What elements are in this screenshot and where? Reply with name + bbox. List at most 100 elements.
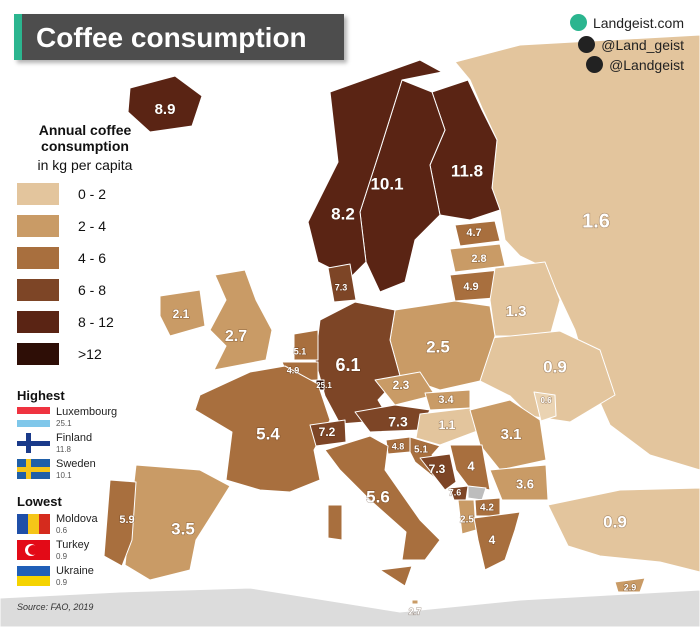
united-kingdom	[209, 269, 273, 371]
malta	[411, 599, 419, 605]
country-value: 2.7	[225, 328, 247, 345]
country-value: 7.3	[335, 282, 348, 292]
ukraine	[479, 330, 616, 423]
lowest-title: Lowest	[17, 494, 62, 509]
kosovo	[467, 485, 487, 501]
flag	[17, 514, 50, 534]
legend-label: 6 - 8	[78, 282, 107, 298]
country-value: 0.9	[56, 552, 68, 561]
country-value: 25.1	[56, 419, 72, 428]
country-labels: 8.9 8.2 10.1 11.8 1.6 4.7 2.8 4.9 1.3 7.3 2.1 2.7 5.…	[119, 100, 637, 617]
turkey	[547, 487, 700, 573]
greece	[473, 511, 521, 571]
north-africa	[0, 587, 700, 627]
country-value: 7.2	[319, 425, 336, 439]
country-value: 8.2	[331, 204, 355, 223]
country-value: 4.7	[466, 227, 481, 239]
country-value: 6.1	[335, 355, 360, 375]
country-value: 5.4	[256, 424, 280, 443]
bosnia	[419, 453, 457, 491]
legend-label: >12	[78, 346, 102, 362]
flag	[17, 459, 50, 479]
legend-swatch	[17, 247, 59, 269]
country-value: 5.6	[366, 487, 390, 506]
netherlands	[293, 329, 319, 361]
legend-swatch	[17, 183, 59, 205]
country-value: 8.9	[155, 101, 176, 118]
estonia	[454, 220, 501, 247]
legend-label: 0 - 2	[78, 186, 107, 202]
country-value: 5.9	[119, 514, 134, 526]
country-value: 4	[467, 458, 475, 473]
latvia	[449, 243, 506, 273]
countries	[0, 34, 700, 627]
country-value: 3.4	[438, 394, 454, 406]
flag	[17, 566, 50, 586]
country-value: 3.1	[501, 426, 522, 443]
highest-title: Highest	[17, 388, 65, 403]
switzerland	[309, 419, 347, 447]
country-value: 3.6	[516, 476, 534, 491]
country-value: 2.7	[409, 606, 422, 616]
country-value: 7.3	[388, 414, 408, 430]
country-value: 4.9	[463, 281, 478, 293]
iceland	[127, 75, 203, 133]
country-value: 7.6	[449, 487, 462, 497]
country-value: 4.2	[480, 503, 494, 514]
country-value: 2.1	[173, 307, 190, 321]
italy	[324, 435, 441, 561]
website-text: Landgeist.com	[592, 14, 684, 31]
country-name: Ukraine	[56, 565, 94, 577]
country-value: 2.5	[426, 337, 450, 356]
norway	[307, 59, 443, 279]
country-name: Luxembourg	[56, 406, 118, 418]
country-value: 2.8	[471, 253, 486, 265]
sicily	[379, 565, 413, 587]
france	[194, 365, 331, 493]
instagram-text: @Land_geist	[601, 36, 684, 53]
denmark	[327, 263, 357, 303]
legend-label: 4 - 6	[78, 250, 107, 266]
country-value: 1.6	[582, 210, 610, 232]
instagram: @Land_geist	[578, 36, 684, 53]
country-value: 25.1	[316, 381, 332, 390]
country-value: 2.3	[393, 378, 410, 392]
legend-swatch	[17, 343, 59, 365]
country-value: 3.5	[171, 519, 195, 538]
country-value: 0.6	[540, 396, 552, 405]
country-name: Moldova	[56, 513, 98, 525]
sardinia	[327, 504, 343, 541]
country-value: 5.1	[414, 445, 428, 456]
flag	[17, 433, 50, 453]
portugal	[103, 479, 137, 567]
legend-label: 8 - 12	[78, 314, 114, 330]
country-value: 0.9	[543, 357, 567, 376]
country-value: 5.1	[294, 346, 307, 356]
country-value: 0.9	[603, 512, 627, 531]
twitter: @Landgeist	[586, 56, 684, 73]
country-value: 0.6	[56, 526, 68, 535]
country-value: 7.3	[429, 462, 446, 476]
country-value: 4.9	[287, 365, 300, 375]
legend-swatch	[17, 311, 59, 333]
country-value: 10.1	[370, 174, 403, 193]
country-value: 11.8	[56, 445, 71, 454]
country-value: 0.9	[56, 578, 68, 587]
ireland	[159, 289, 206, 337]
cyprus	[614, 577, 646, 593]
country-value: 1.3	[506, 303, 527, 320]
title: Coffee consumption	[36, 22, 307, 53]
country-value: 11.8	[451, 161, 483, 180]
country-name: Finland	[56, 432, 93, 444]
flag	[17, 407, 50, 427]
country-value: 2.9	[624, 582, 637, 592]
legend-swatch	[17, 279, 59, 301]
country-value: 2.5	[460, 515, 474, 526]
country-value: 4.8	[392, 441, 405, 451]
twitter-text: @Landgeist	[609, 56, 684, 73]
country-value: 10.1	[56, 471, 72, 480]
legend-swatch	[17, 215, 59, 237]
legend-label: 2 - 4	[78, 218, 107, 234]
